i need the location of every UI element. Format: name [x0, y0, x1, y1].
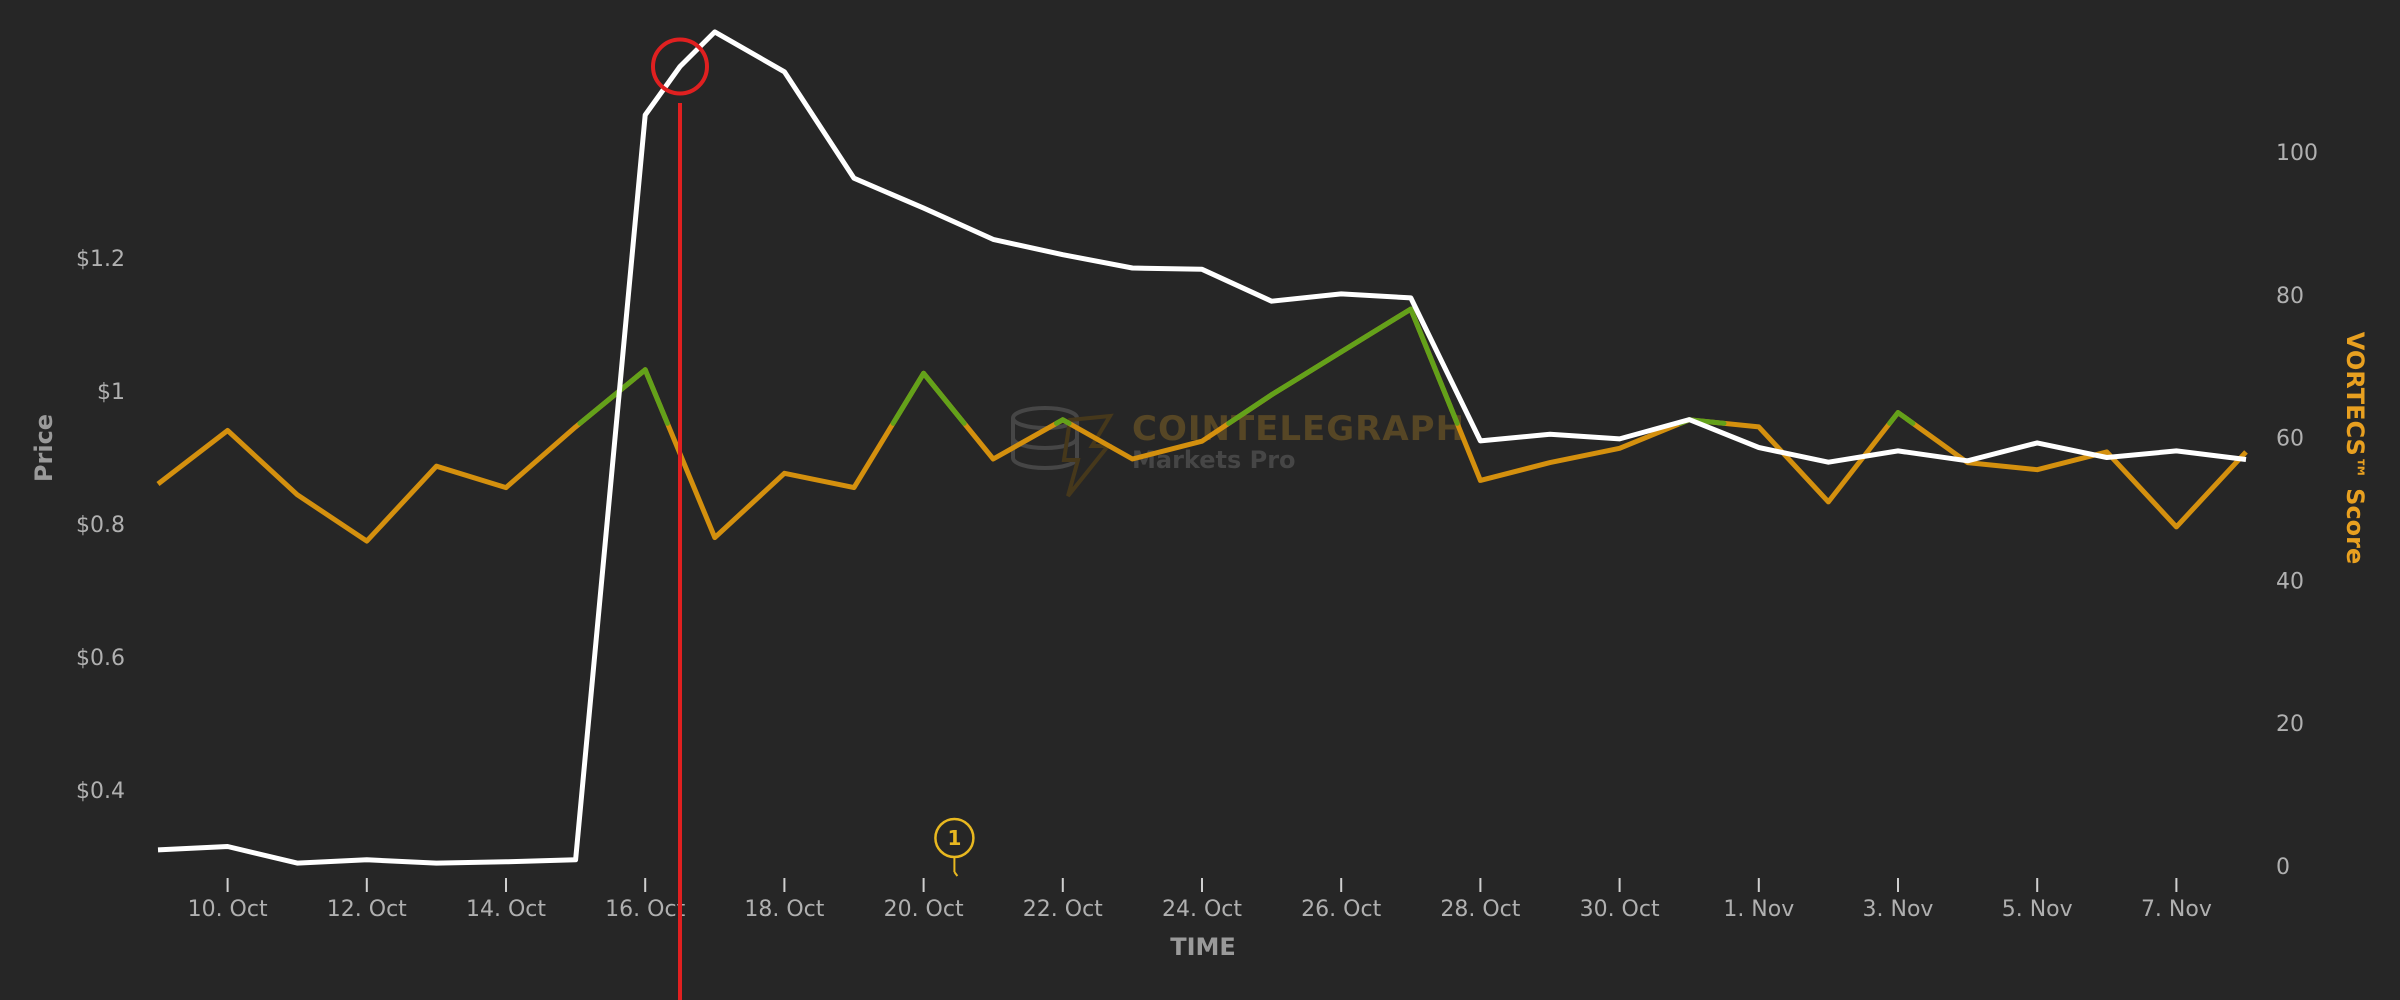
x-tick-label: 10. Oct: [188, 897, 268, 922]
x-tick-label: 18. Oct: [744, 897, 824, 922]
annotation-stem-tail: [953, 871, 959, 877]
x-tick-label: 30. Oct: [1580, 897, 1660, 922]
x-tick-label: 3. Nov: [1863, 897, 1934, 922]
score-high-segment: [1895, 410, 1916, 426]
y-right-tick-label: 0: [2276, 855, 2290, 880]
event-circle-marker: [651, 37, 709, 96]
annotation-badge[interactable]: 1: [934, 817, 975, 877]
y-right-axis: 0 20 40 60 80 100: [2276, 141, 2318, 880]
annotation-layer: 1: [934, 817, 975, 877]
y-left-axis: $0.4 $0.6 $0.8 $1 $1.2: [76, 247, 125, 804]
score-high-segment: [1226, 392, 1275, 426]
score-high-segment: [890, 370, 927, 426]
score-high-segment: [577, 367, 648, 426]
y-right-tick-label: 20: [2276, 712, 2304, 737]
x-tick-label: 14. Oct: [466, 897, 546, 922]
y-right-tick-label: 80: [2276, 284, 2304, 309]
score-high-segment: [1338, 306, 1414, 355]
x-tick-label: 28. Oct: [1440, 897, 1520, 922]
y-right-tick-label: 60: [2276, 427, 2304, 452]
watermark-title: COINTELEGRAPH: [1132, 409, 1465, 449]
x-tick-label: 22. Oct: [1023, 897, 1103, 922]
x-axis: 10. Oct 12. Oct 14. Oct 16. Oct 18. Oct 20. O…: [188, 878, 2212, 922]
y-left-tick-label: $0.8: [76, 513, 125, 538]
series-layer: [156, 29, 2248, 866]
x-tick-label: 16. Oct: [605, 897, 685, 922]
y-left-tick-label: $0.4: [76, 779, 125, 804]
watermark: COINTELEGRAPH Markets Pro: [1011, 406, 1465, 498]
score-high-segment: [1060, 417, 1072, 426]
score-high-segment: [642, 367, 670, 426]
x-tick-label: 26. Oct: [1301, 897, 1381, 922]
y-left-tick-label: $1.2: [76, 247, 125, 272]
x-tick-label: 1. Nov: [1723, 897, 1794, 922]
marker-layer: [651, 37, 709, 1000]
y-right-tick-label: 100: [2276, 141, 2318, 166]
x-tick-label: 5. Nov: [2002, 897, 2073, 922]
watermark-subtitle: Markets Pro: [1132, 446, 1296, 474]
annotation-circle: [934, 817, 975, 859]
x-tick-label: 12. Oct: [327, 897, 407, 922]
annotation-label: 1: [947, 826, 961, 850]
score-high-segment: [1269, 349, 1344, 398]
x-tick-label: 7. Nov: [2141, 897, 2212, 922]
score-high-segment: [1408, 306, 1460, 426]
price-series-line: [157, 29, 2247, 866]
y-right-tick-label: 40: [2276, 569, 2304, 594]
y-left-tick-label: $1: [97, 380, 125, 405]
y-left-tick-label: $0.6: [76, 646, 125, 671]
x-tick-label: 20. Oct: [884, 897, 964, 922]
x-tick-label: 24. Oct: [1162, 897, 1242, 922]
x-axis-title: TIME: [1170, 933, 1236, 961]
score-high-segment: [921, 370, 967, 426]
y-right-axis-title: VORTECS™ Score: [2341, 332, 2369, 565]
y-left-axis-title: Price: [30, 414, 58, 482]
